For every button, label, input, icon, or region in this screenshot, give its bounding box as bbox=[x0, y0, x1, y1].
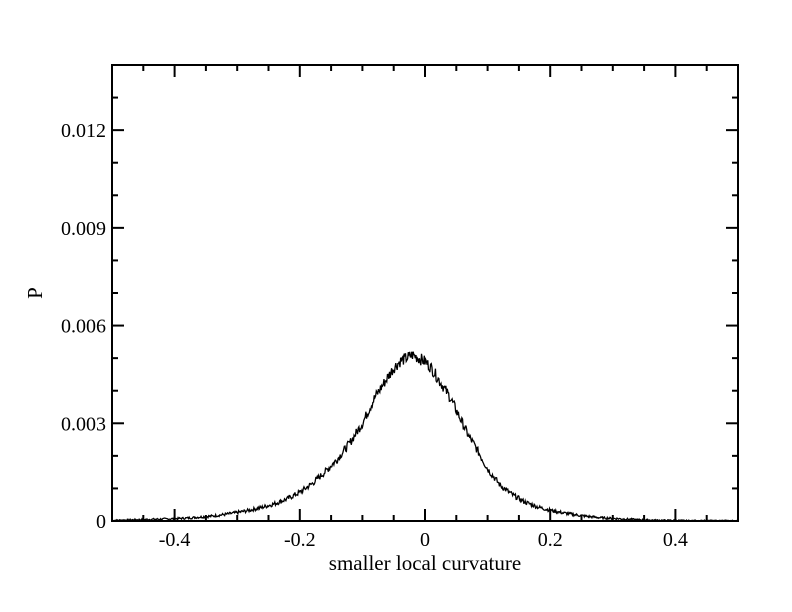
x-tick-label: -0.4 bbox=[159, 529, 191, 551]
plot-frame bbox=[111, 64, 739, 522]
tick-labels: -0.4 -0.2 0 0.2 0.4 0 0.003 0.006 0.009 0.012 bbox=[61, 120, 688, 551]
series-line bbox=[111, 351, 739, 522]
x-tick-label: 0 bbox=[420, 529, 430, 551]
x-tick-label: 0.4 bbox=[663, 529, 688, 551]
y-tick-label: 0.006 bbox=[61, 316, 106, 338]
y-tick-label: 0.012 bbox=[61, 120, 106, 142]
x-tick-label: -0.2 bbox=[284, 529, 316, 551]
y-tick-label: 0.003 bbox=[61, 413, 106, 435]
y-tick-label: 0 bbox=[96, 511, 106, 533]
y-axis-title: P bbox=[23, 287, 47, 299]
axis-ticks bbox=[112, 65, 738, 522]
x-tick-label: 0.2 bbox=[538, 529, 563, 551]
x-axis-title: smaller local curvature bbox=[329, 551, 521, 575]
y-tick-label: 0.009 bbox=[61, 218, 106, 240]
